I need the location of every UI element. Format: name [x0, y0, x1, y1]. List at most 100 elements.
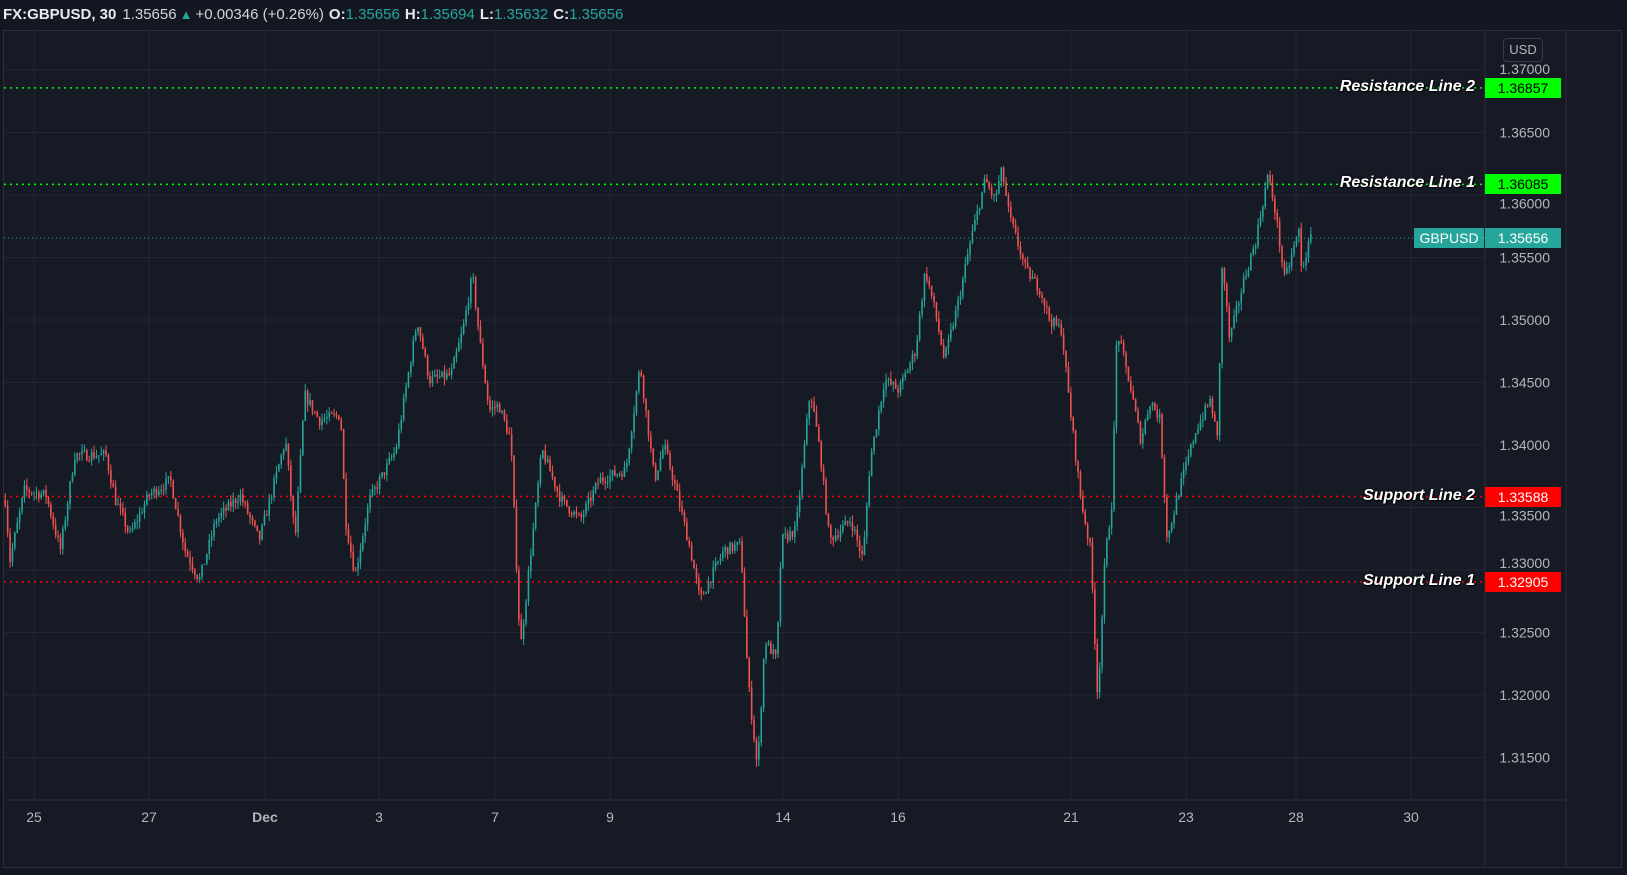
candle-body [69, 481, 71, 504]
low-value: 1.35632 [494, 5, 549, 23]
candle-body [1283, 262, 1286, 274]
candle-body [986, 178, 988, 183]
candle-body [1014, 224, 1017, 233]
candle-body [688, 540, 691, 545]
candle-body [1245, 275, 1247, 278]
candle-body [57, 535, 59, 538]
candle-body [580, 514, 583, 518]
y-tick-label: 1.32000 [1499, 687, 1550, 703]
candle-body [1288, 265, 1291, 268]
candle-body [333, 413, 335, 415]
candle-body [66, 503, 69, 521]
candle-body [1175, 498, 1178, 515]
candle-body [1010, 206, 1012, 218]
candle-body [566, 499, 568, 507]
candle-body [623, 467, 626, 477]
candle-body [590, 497, 592, 501]
candle-body [314, 411, 316, 413]
candle-body [390, 457, 393, 459]
candle-body [275, 471, 278, 479]
candle-body [671, 468, 674, 481]
candle-body [892, 382, 895, 385]
candle-body [232, 499, 235, 507]
candle-body [635, 391, 638, 414]
candle-body [894, 382, 897, 389]
x-tick-label: 23 [1178, 809, 1194, 825]
candle-body [609, 475, 611, 483]
candle-body [969, 242, 971, 255]
support-price-tag: 1.33588 [1485, 486, 1561, 507]
candle-body [45, 489, 47, 498]
candle-body [213, 523, 215, 537]
resistance-price-tag: 1.36857 [1485, 77, 1561, 98]
candle-body [602, 477, 604, 481]
candle-body [210, 536, 213, 540]
candle-body [633, 413, 635, 433]
candle-body [105, 450, 107, 456]
candle-body [383, 472, 386, 475]
candle-body [1106, 539, 1108, 565]
candle-body [474, 277, 477, 308]
candle-body [450, 368, 453, 375]
candle-body [717, 561, 719, 563]
candle-body [76, 453, 79, 460]
candle-body [462, 323, 465, 334]
candle-body [131, 528, 134, 531]
candle-body [112, 483, 115, 488]
chart-frame[interactable] [3, 30, 1622, 868]
candle-body [906, 370, 909, 373]
candle-body [410, 363, 412, 373]
candle-body [606, 482, 609, 484]
candle-body [1118, 341, 1120, 345]
support-line-label: Support Line 2 [1363, 486, 1475, 504]
candle-body [947, 338, 950, 348]
candle-body [738, 541, 741, 543]
candle-body [515, 506, 518, 570]
candle-body [594, 483, 597, 491]
candle-body [1192, 442, 1195, 445]
candle-body [693, 560, 695, 569]
candle-body [834, 535, 837, 541]
candle-body [570, 513, 573, 516]
candle-body [902, 377, 904, 383]
candle-body [71, 474, 74, 482]
candle-body [1161, 414, 1163, 458]
candle-body [770, 642, 772, 654]
candle-body [1250, 254, 1252, 271]
currency-button[interactable]: USD [1503, 38, 1543, 62]
candle-body [954, 310, 957, 326]
support-price-tag: 1.32905 [1485, 571, 1561, 592]
candle-body [767, 642, 770, 646]
y-tick-label: 1.33000 [1499, 555, 1550, 571]
candle-body [856, 529, 859, 541]
candle-body [1048, 307, 1051, 320]
candle-body [983, 178, 986, 192]
candle-body [417, 327, 419, 332]
candle-body [830, 525, 832, 538]
symbol-title[interactable]: FX:GBPUSD, 30 [3, 5, 117, 23]
candle-body [683, 512, 686, 522]
close-label: C: [553, 5, 570, 23]
open-label: O: [328, 5, 346, 23]
candle-body [1218, 363, 1221, 436]
candle-body [549, 459, 551, 472]
last-price: 1.35656 [122, 5, 177, 23]
candle-body [309, 400, 311, 405]
candle-body [698, 578, 700, 590]
candle-body [935, 302, 938, 319]
candle-body [364, 524, 367, 537]
candle-body [28, 489, 31, 493]
candle-body [424, 348, 427, 356]
candle-body [503, 410, 506, 420]
candle-body [1067, 366, 1070, 393]
y-tick-label: 1.36500 [1499, 125, 1550, 141]
candle-body [952, 325, 955, 330]
candle-body [393, 452, 395, 458]
candle-body [1139, 422, 1142, 444]
candle-body [539, 458, 542, 484]
candle-body [136, 521, 139, 523]
candle-body [496, 404, 499, 408]
candle-body [719, 557, 722, 562]
candle-body [669, 453, 671, 469]
